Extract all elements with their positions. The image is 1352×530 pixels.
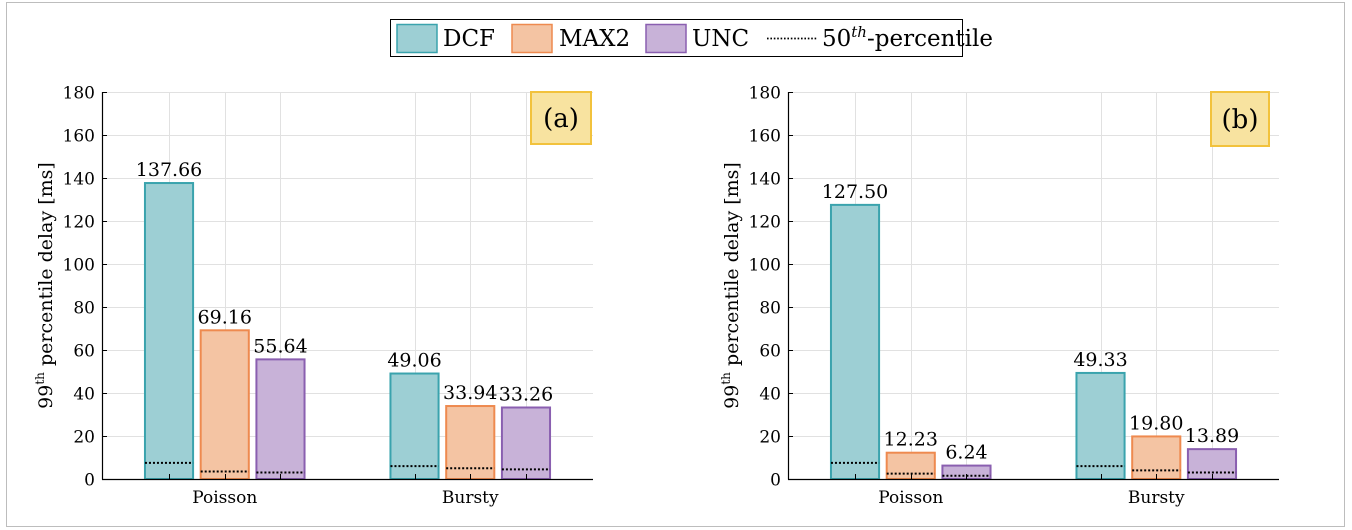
y-tick-label: 180: [63, 84, 95, 104]
panel-label-box: [1210, 91, 1270, 147]
y-tick-label: 140: [749, 170, 781, 190]
y-tick-label: 120: [63, 213, 95, 233]
bar-unc-bursty: [500, 406, 552, 480]
bar-max2-bursty: [1131, 435, 1182, 480]
x-tick-label-poisson: Poisson: [192, 488, 257, 508]
legend-label-dcf: DCF: [443, 26, 495, 52]
data-label-dcf-poisson: 137.66: [136, 159, 202, 181]
y-tick-label: 0: [84, 471, 95, 491]
legend-label-max2: MAX2: [559, 26, 630, 52]
y-tick-label: 20: [759, 428, 781, 448]
y-tick-label: 80: [759, 299, 781, 319]
y-tick-label: 160: [63, 127, 95, 147]
data-label-unc-bursty: 33.26: [499, 383, 553, 405]
bar-dcf-poisson: [829, 203, 881, 480]
y-tick-label: 180: [749, 84, 781, 104]
y-tick-label: 140: [63, 170, 95, 190]
bar-unc-poisson: [255, 358, 306, 480]
data-label-dcf-bursty: 49.33: [1073, 349, 1127, 371]
y-tick-label: 100: [749, 256, 781, 276]
data-label-unc-bursty: 13.89: [1185, 425, 1239, 447]
data-label-max2-bursty: 33.94: [443, 382, 497, 404]
legend-label-unc: UNC: [692, 26, 749, 52]
panel-label: (a): [543, 104, 579, 134]
data-label-max2-poisson: 12.23: [884, 429, 938, 451]
bar-dcf-bursty: [1075, 371, 1126, 480]
y-tick-label: 160: [749, 127, 781, 147]
y-tick-label: 60: [759, 342, 781, 362]
legend-label-percentile: 50th-percentile: [822, 23, 993, 52]
y-axis-title: 99th percentile delay [ms]: [719, 162, 743, 409]
legend-swatch-max2: [511, 23, 553, 54]
y-tick-label: 80: [73, 299, 95, 319]
x-tick-label-poisson: Poisson: [878, 488, 943, 508]
panel-label-box: [530, 91, 592, 145]
legend: DCF MAX2 UNC 50th-percentile: [390, 19, 993, 57]
bar-max2-poisson: [199, 329, 250, 480]
data-label-unc-poisson: 6.24: [945, 442, 987, 464]
data-label-dcf-bursty: 49.06: [387, 350, 441, 372]
y-tick-label: 120: [749, 213, 781, 233]
legend-swatch-unc: [645, 23, 687, 54]
data-label-max2-bursty: 19.80: [1129, 412, 1183, 434]
data-label-dcf-poisson: 127.50: [822, 181, 888, 203]
bar-max2-poisson: [885, 451, 936, 481]
bar-dcf-poisson: [143, 182, 195, 480]
data-label-unc-poisson: 55.64: [253, 335, 307, 357]
figure-border: [6, 2, 1345, 527]
y-tick-label: 20: [73, 428, 95, 448]
bar-dcf-bursty: [389, 372, 440, 480]
y-axis-title: 99th percentile delay [ms]: [33, 162, 57, 409]
bar-unc-bursty: [1186, 448, 1238, 481]
x-tick-label-bursty: Bursty: [442, 488, 499, 508]
y-tick-label: 60: [73, 342, 95, 362]
data-label-max2-poisson: 69.16: [198, 306, 252, 328]
y-tick-label: 0: [770, 471, 781, 491]
bar-max2-bursty: [445, 405, 496, 480]
legend-swatch-dcf: [396, 23, 438, 54]
y-tick-label: 100: [63, 256, 95, 276]
y-tick-label: 40: [759, 385, 781, 405]
x-tick-label-bursty: Bursty: [1128, 488, 1185, 508]
panel-label: (b): [1222, 105, 1259, 135]
y-tick-label: 40: [73, 385, 95, 405]
